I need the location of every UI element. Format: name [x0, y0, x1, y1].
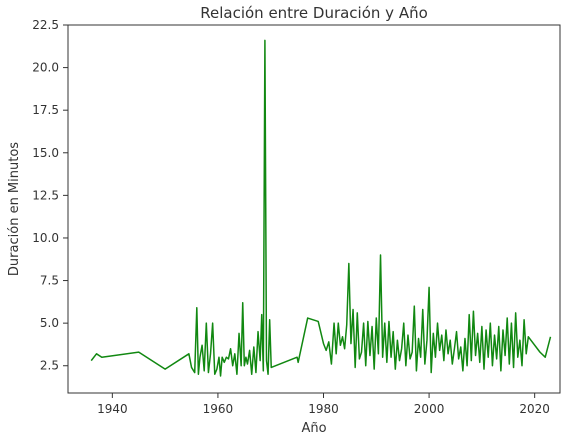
y-tick-label: 10.0 [32, 231, 59, 245]
x-tick-label: 1940 [97, 402, 128, 416]
chart-title: Relación entre Duración y Año [200, 4, 428, 22]
x-axis-label: Año [301, 421, 326, 436]
y-tick-label: 20.0 [32, 61, 59, 75]
y-axis-label: Duración en Minutos [7, 142, 22, 276]
y-tick-label: 22.5 [32, 18, 59, 32]
y-tick-label: 17.5 [32, 103, 59, 117]
y-tick-label: 15.0 [32, 146, 59, 160]
x-tick-label: 2020 [519, 402, 550, 416]
x-tick-label: 2000 [414, 402, 445, 416]
y-tick-label: 5.0 [40, 316, 59, 330]
x-tick-label: 1960 [203, 402, 234, 416]
y-tick-label: 2.5 [40, 359, 59, 373]
y-tick-label: 12.5 [32, 188, 59, 202]
x-tick-label: 1980 [308, 402, 339, 416]
y-tick-label: 7.5 [40, 274, 59, 288]
